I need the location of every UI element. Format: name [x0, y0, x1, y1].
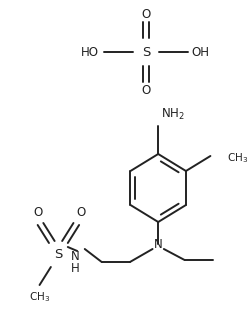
Text: H: H — [71, 261, 80, 274]
Text: N: N — [154, 238, 162, 251]
Text: NH$_2$: NH$_2$ — [161, 107, 185, 122]
Text: S: S — [142, 45, 150, 59]
Text: OH: OH — [192, 45, 210, 59]
Text: N: N — [71, 249, 80, 262]
Text: CH$_3$: CH$_3$ — [227, 151, 248, 165]
Text: HO: HO — [80, 45, 98, 59]
Text: CH$_3$: CH$_3$ — [29, 290, 50, 304]
Text: O: O — [76, 206, 86, 219]
Text: S: S — [54, 249, 62, 261]
Text: O: O — [141, 84, 150, 97]
Text: O: O — [33, 206, 42, 219]
Text: O: O — [141, 7, 150, 20]
